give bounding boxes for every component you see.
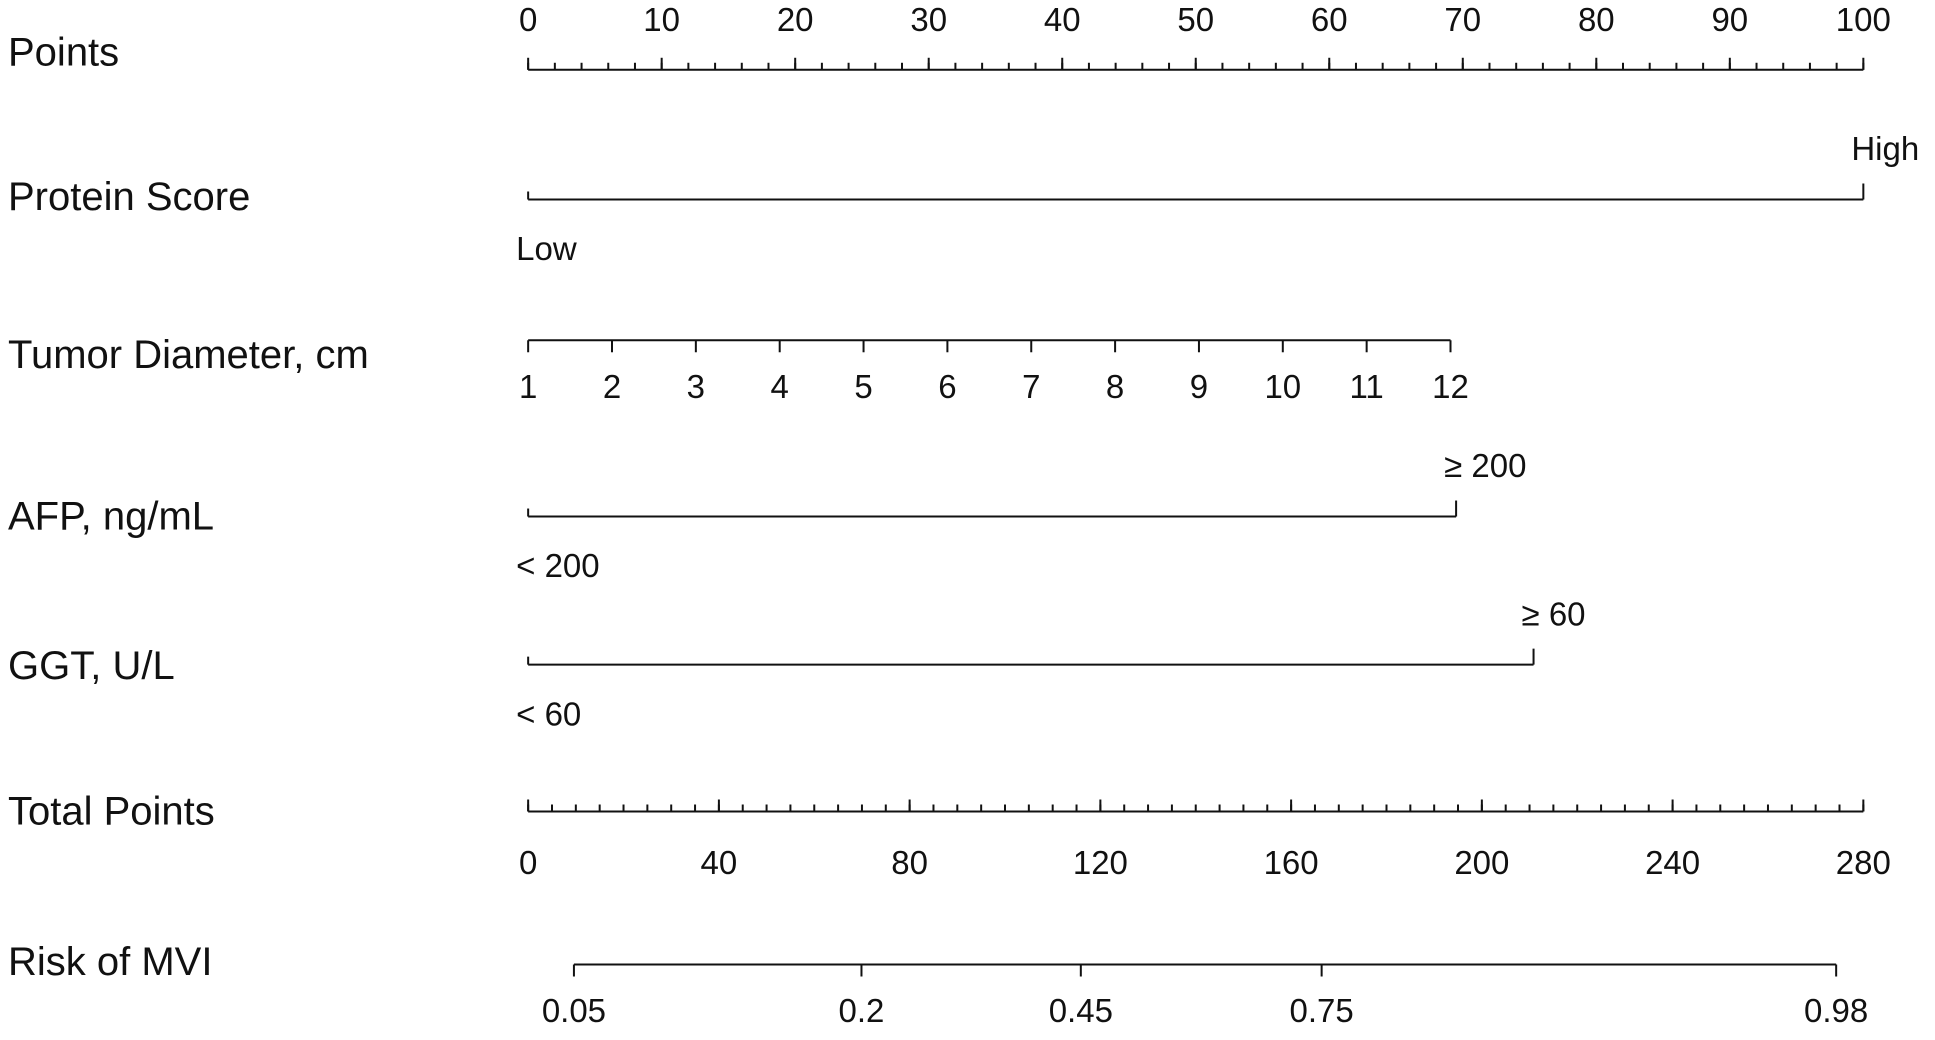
- tick-label: 30: [910, 1, 947, 38]
- tick-label: 6: [938, 368, 956, 405]
- level-label: ≥ 60: [1522, 595, 1586, 632]
- tick-label: 5: [854, 368, 872, 405]
- tick-label: 280: [1836, 844, 1891, 881]
- tick-label: 90: [1711, 1, 1748, 38]
- row-label: Protein Score: [8, 175, 250, 219]
- level-label: < 60: [516, 695, 581, 732]
- tick-label: 20: [777, 1, 814, 38]
- tick-label: 40: [1044, 1, 1081, 38]
- tick-label: 120: [1073, 844, 1128, 881]
- row-label: Tumor Diameter, cm: [8, 333, 369, 377]
- tick-label: 160: [1264, 844, 1319, 881]
- level-label: < 200: [516, 547, 600, 584]
- tick-label: 3: [687, 368, 705, 405]
- tick-label: 0.05: [542, 992, 606, 1029]
- tick-label: 0: [519, 844, 537, 881]
- tick-label: 0.75: [1290, 992, 1354, 1029]
- tick-label: 0: [519, 1, 537, 38]
- tick-label: 80: [891, 844, 928, 881]
- tick-label: 0.2: [839, 992, 885, 1029]
- tick-label: 4: [771, 368, 789, 405]
- tick-label: 7: [1022, 368, 1040, 405]
- row-label: AFP, ng/mL: [8, 495, 214, 539]
- tick-label: 10: [643, 1, 680, 38]
- tick-label: 200: [1454, 844, 1509, 881]
- tick-label: 0.45: [1049, 992, 1113, 1029]
- row-label: Points: [8, 31, 119, 75]
- tick-label: 0.98: [1804, 992, 1868, 1029]
- tick-label: 70: [1444, 1, 1481, 38]
- tick-label: 12: [1432, 368, 1469, 405]
- level-label: ≥ 200: [1444, 447, 1526, 484]
- tick-label: 10: [1264, 368, 1301, 405]
- tick-label: 50: [1177, 1, 1214, 38]
- tick-label: 1: [519, 368, 537, 405]
- row-label: GGT, U/L: [8, 644, 175, 688]
- row-label: Total Points: [8, 790, 215, 834]
- tick-label: 2: [603, 368, 621, 405]
- tick-label: 40: [701, 844, 738, 881]
- tick-label: 60: [1311, 1, 1348, 38]
- tick-label: 11: [1350, 368, 1384, 405]
- tick-label: 240: [1645, 844, 1700, 881]
- row-label: Risk of MVI: [8, 940, 212, 984]
- level-label: High: [1851, 130, 1919, 167]
- tick-label: 8: [1106, 368, 1124, 405]
- tick-label: 80: [1578, 1, 1615, 38]
- level-label: Low: [516, 230, 577, 267]
- tick-label: 9: [1190, 368, 1208, 405]
- tick-label: 100: [1836, 1, 1891, 38]
